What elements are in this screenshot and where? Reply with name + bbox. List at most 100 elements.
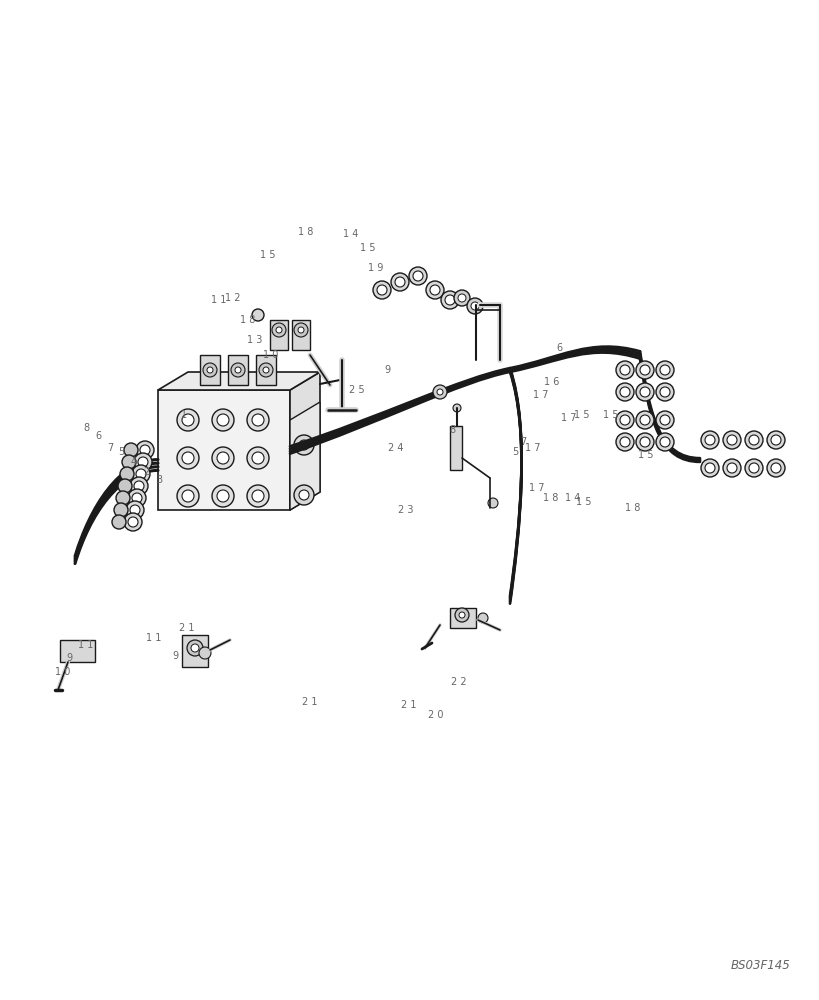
- Bar: [228, 355, 247, 385]
- Circle shape: [377, 285, 387, 295]
- Circle shape: [294, 323, 308, 337]
- Bar: [450, 608, 475, 628]
- Text: 1 4: 1 4: [564, 493, 579, 503]
- Circle shape: [133, 453, 152, 471]
- Polygon shape: [290, 372, 319, 510]
- Circle shape: [744, 431, 762, 449]
- Circle shape: [459, 612, 464, 618]
- Circle shape: [437, 389, 442, 395]
- Circle shape: [182, 490, 194, 502]
- Bar: [256, 355, 276, 385]
- Circle shape: [726, 463, 736, 473]
- Circle shape: [636, 361, 654, 379]
- Text: 1 9: 1 9: [368, 263, 382, 273]
- Polygon shape: [158, 372, 319, 390]
- Circle shape: [477, 613, 487, 623]
- Circle shape: [639, 365, 649, 375]
- Text: 1 2: 1 2: [225, 293, 240, 303]
- Text: 1 5: 1 5: [360, 243, 374, 253]
- Circle shape: [122, 455, 136, 469]
- Circle shape: [615, 433, 633, 451]
- Circle shape: [251, 490, 264, 502]
- Circle shape: [655, 411, 673, 429]
- Circle shape: [118, 479, 132, 493]
- Text: 1 6: 1 6: [544, 377, 559, 387]
- Polygon shape: [290, 402, 319, 510]
- Circle shape: [452, 404, 460, 412]
- Circle shape: [132, 493, 142, 503]
- Circle shape: [615, 361, 633, 379]
- Circle shape: [203, 363, 217, 377]
- Text: 1 1: 1 1: [147, 633, 161, 643]
- Circle shape: [748, 435, 758, 445]
- Bar: [60, 640, 95, 662]
- Circle shape: [247, 409, 269, 431]
- Circle shape: [251, 414, 264, 426]
- Circle shape: [133, 481, 144, 491]
- Circle shape: [704, 435, 714, 445]
- Circle shape: [297, 327, 304, 333]
- Circle shape: [272, 323, 286, 337]
- Bar: [292, 320, 310, 350]
- Circle shape: [441, 291, 459, 309]
- Circle shape: [636, 433, 654, 451]
- Circle shape: [766, 431, 784, 449]
- Circle shape: [130, 477, 147, 495]
- Circle shape: [700, 431, 718, 449]
- Text: 1 7: 1 7: [561, 413, 576, 423]
- Circle shape: [655, 361, 673, 379]
- Text: 1 4: 1 4: [343, 229, 358, 239]
- Circle shape: [276, 327, 282, 333]
- Circle shape: [128, 517, 138, 527]
- Circle shape: [124, 513, 142, 531]
- Circle shape: [373, 281, 391, 299]
- Circle shape: [748, 463, 758, 473]
- Circle shape: [722, 431, 740, 449]
- Circle shape: [704, 463, 714, 473]
- Text: 2 5: 2 5: [348, 385, 364, 395]
- Circle shape: [299, 490, 309, 500]
- Circle shape: [639, 387, 649, 397]
- Bar: [450, 426, 461, 470]
- Circle shape: [409, 267, 427, 285]
- Circle shape: [467, 298, 482, 314]
- Circle shape: [299, 440, 309, 450]
- Circle shape: [639, 415, 649, 425]
- Circle shape: [619, 437, 629, 447]
- Circle shape: [263, 367, 269, 373]
- Text: 1 1: 1 1: [211, 295, 226, 305]
- Text: 8: 8: [449, 425, 455, 435]
- Circle shape: [619, 415, 629, 425]
- Circle shape: [124, 443, 138, 457]
- Circle shape: [217, 414, 229, 426]
- Circle shape: [114, 503, 128, 517]
- Text: 7: 7: [107, 443, 114, 453]
- Circle shape: [251, 309, 264, 321]
- Text: 1: 1: [181, 410, 188, 420]
- Circle shape: [615, 383, 633, 401]
- Text: 2 2: 2 2: [450, 677, 467, 687]
- Text: 1 7: 1 7: [529, 483, 544, 493]
- Circle shape: [458, 294, 465, 302]
- Circle shape: [744, 459, 762, 477]
- Text: 2 3: 2 3: [398, 505, 413, 515]
- Text: 1 8: 1 8: [625, 503, 640, 513]
- Circle shape: [136, 441, 154, 459]
- Text: 1 5: 1 5: [603, 410, 618, 420]
- Circle shape: [426, 281, 443, 299]
- Bar: [200, 355, 219, 385]
- Circle shape: [259, 363, 273, 377]
- Circle shape: [445, 295, 455, 305]
- Text: 8: 8: [83, 423, 89, 433]
- Text: 1 0: 1 0: [55, 667, 70, 677]
- Circle shape: [136, 469, 146, 479]
- Text: 2 1: 2 1: [400, 700, 415, 710]
- Circle shape: [700, 459, 718, 477]
- Circle shape: [636, 383, 654, 401]
- Text: 4: 4: [130, 457, 137, 467]
- Text: 1 5: 1 5: [574, 410, 589, 420]
- Circle shape: [659, 415, 669, 425]
- Text: 1 1: 1 1: [79, 640, 93, 650]
- Circle shape: [432, 385, 446, 399]
- Circle shape: [722, 459, 740, 477]
